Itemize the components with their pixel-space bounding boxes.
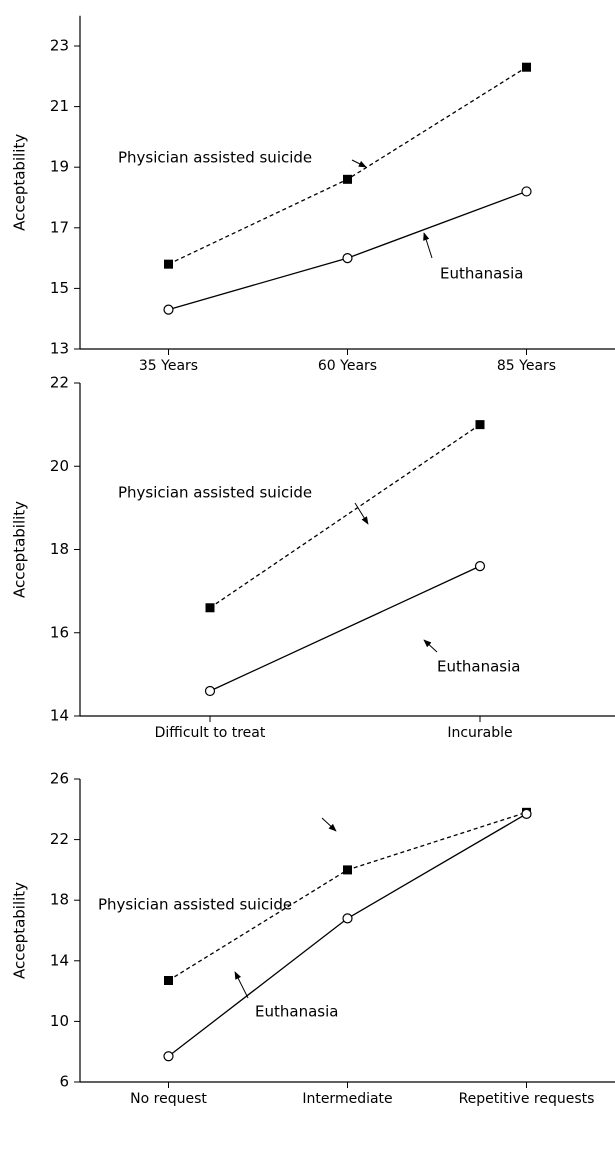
y-tick-label: 20 [50, 457, 69, 475]
series-label: Physician assisted suicide [118, 149, 312, 167]
y-tick-label: 21 [50, 97, 69, 115]
x-tick-label: Intermediate [302, 1091, 392, 1107]
marker [163, 304, 174, 315]
y-tick-label: 6 [59, 1073, 69, 1091]
marker [475, 420, 485, 430]
x-tick-label: Incurable [447, 725, 512, 741]
y-tick-label: 17 [50, 218, 69, 236]
label-arrow [423, 232, 433, 259]
series-label: Euthanasia [437, 658, 520, 676]
series-line [209, 424, 481, 609]
marker [164, 259, 173, 269]
series-label: Euthanasia [255, 1003, 338, 1021]
marker [342, 253, 353, 264]
y-tick-label: 15 [50, 279, 69, 297]
marker [342, 913, 353, 924]
series-label: Euthanasia [440, 265, 523, 283]
label-arrow [321, 817, 337, 832]
y-axis-label: Acceptability [11, 882, 29, 979]
y-tick-label: 26 [50, 770, 69, 788]
series-label: Physician assisted suicide [118, 484, 312, 502]
y-tick-label: 16 [50, 623, 69, 641]
x-tick-label: 35 Years [139, 358, 198, 374]
y-tick-label: 14 [50, 951, 69, 969]
y-tick-label: 14 [50, 707, 69, 725]
y-tick-label: 10 [50, 1012, 69, 1030]
label-arrow [351, 159, 367, 168]
y-axis-label: Acceptability [11, 134, 29, 231]
label-arrow [354, 502, 369, 525]
marker [343, 174, 352, 184]
x-tick-label: Repetitive requests [459, 1091, 595, 1107]
series-label: Physician assisted suicide [98, 896, 292, 914]
marker [521, 808, 532, 819]
x-tick-label: No request [130, 1091, 207, 1107]
marker [474, 561, 486, 572]
label-arrow [234, 971, 249, 999]
marker [164, 975, 173, 985]
marker [343, 865, 352, 875]
y-tick-label: 18 [50, 891, 69, 909]
marker [163, 1051, 174, 1062]
y-tick-label: 23 [50, 37, 69, 55]
label-arrow [423, 639, 438, 653]
marker [204, 685, 216, 697]
x-tick-label: 85 Years [497, 358, 556, 374]
marker [521, 186, 532, 197]
series-line [209, 565, 481, 692]
y-tick-label: 18 [50, 540, 69, 558]
y-tick-label: 22 [50, 830, 69, 848]
y-tick-label: 19 [50, 158, 69, 176]
marker [522, 62, 531, 72]
series-line [168, 190, 527, 311]
y-axis-label: Acceptability [11, 501, 29, 598]
series-line [168, 813, 527, 1057]
y-tick-label: 13 [50, 340, 69, 358]
x-tick-label: 60 Years [318, 358, 377, 374]
y-tick-label: 22 [50, 374, 69, 392]
marker [205, 603, 215, 613]
x-tick-label: Difficult to treat [155, 725, 266, 741]
